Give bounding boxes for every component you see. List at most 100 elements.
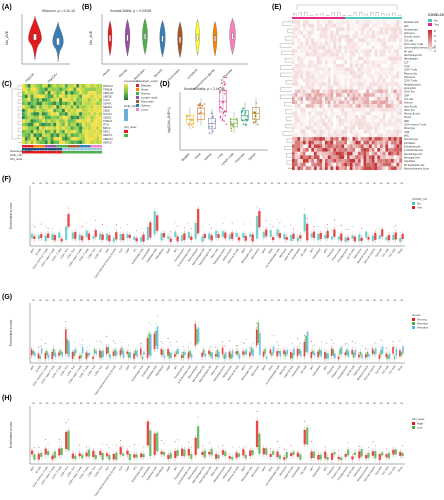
c-cell <box>90 119 94 123</box>
c-cell <box>27 136 31 141</box>
strip-box <box>221 450 225 455</box>
strip-box <box>133 353 135 359</box>
panel-b-test: Kruskal-Wallis, p = 0.00038 <box>110 9 151 13</box>
e-cell <box>352 71 356 75</box>
e-cell <box>385 23 389 28</box>
strip-sig-20: ns <box>169 299 172 302</box>
strip-box <box>290 352 292 359</box>
e-cell <box>311 118 315 123</box>
c-cell <box>44 87 48 92</box>
strip-sig-38: ns <box>291 299 294 302</box>
c-cell <box>27 98 31 102</box>
c-cell <box>90 122 94 127</box>
e-top-branch <box>315 14 319 16</box>
strip-sig-5: ns <box>66 182 69 185</box>
strip-box <box>60 238 63 242</box>
e-cell <box>327 137 331 141</box>
panel-e-legend-no: No <box>434 19 438 23</box>
c-cell <box>70 119 74 123</box>
e-cell <box>333 38 337 43</box>
e-cell <box>363 30 367 35</box>
e-cell <box>382 148 386 152</box>
strip-outlier <box>41 338 43 340</box>
c-annot-ave-cell <box>47 148 51 151</box>
e-cell <box>344 93 348 97</box>
panel-c-expression-scale <box>124 84 128 100</box>
strip-box <box>100 351 103 358</box>
c-cell <box>62 140 65 145</box>
e-cell <box>358 85 361 90</box>
e-cell <box>336 38 339 43</box>
strip-cell-type-1: B cells <box>34 364 42 373</box>
c-gene-15: UBE2L6 <box>103 137 113 141</box>
e-cell <box>344 60 348 64</box>
e-cell <box>366 41 370 46</box>
e-cell <box>399 34 403 39</box>
strip-cell-type-27: Mast cells <box>209 465 219 477</box>
e-cell <box>347 30 350 35</box>
e-cell <box>319 78 323 83</box>
e-cell <box>300 49 304 53</box>
e-cell <box>333 162 337 167</box>
e-cell <box>333 137 337 141</box>
c-annot-ave-cell <box>67 148 71 151</box>
e-cell <box>363 38 367 43</box>
strip-box <box>365 354 367 358</box>
e-cell <box>366 126 370 130</box>
strip-box <box>333 229 336 237</box>
c-cell <box>56 129 60 134</box>
c-legend-swatch-2 <box>136 92 139 95</box>
c-cell <box>39 87 43 92</box>
strip-box <box>183 449 186 457</box>
c-annot-histology-cell <box>64 145 68 148</box>
e-cell <box>303 41 306 46</box>
e-cell <box>369 82 372 86</box>
c-cell <box>33 122 37 127</box>
e-cell <box>297 104 301 108</box>
strip-outlier <box>188 441 190 443</box>
e-cell <box>344 111 348 116</box>
e-cell <box>336 63 339 68</box>
e-cell <box>314 71 317 75</box>
e-cell <box>380 96 383 101</box>
e-cell <box>308 89 312 94</box>
c-cell <box>30 122 34 127</box>
strip-sig-46: ns <box>346 402 349 405</box>
e-cell <box>388 56 392 61</box>
e-cell <box>330 115 334 119</box>
e-cell <box>330 60 334 64</box>
e-cell <box>393 162 397 167</box>
panel-g-legend-1: Alveolar <box>417 322 428 326</box>
c-cell <box>47 122 51 127</box>
strip-cell-type-43: pDC <box>322 465 328 472</box>
e-cell <box>355 71 359 75</box>
e-cell <box>355 162 359 167</box>
c-gene-6: NEDD4 <box>103 105 112 109</box>
strip-sig-44: ns <box>332 182 335 185</box>
panel-c-legend-expression: expression <box>124 79 139 83</box>
e-cell <box>396 49 400 53</box>
strip-box <box>298 348 300 354</box>
e-cell <box>380 67 383 72</box>
e-cell <box>344 144 348 149</box>
c-annot-histology-cell <box>67 145 71 148</box>
strip-outlier <box>277 440 278 442</box>
c-cell <box>62 126 65 130</box>
e-cell <box>300 166 304 171</box>
strip-sig-21: ns <box>175 182 178 185</box>
e-cell <box>303 166 306 171</box>
c-annot-histology-cell <box>79 145 83 148</box>
e-cell <box>333 78 337 83</box>
strip-outlier <box>392 340 394 342</box>
c-cell <box>22 87 25 92</box>
e-cell <box>358 45 361 50</box>
e-cell <box>338 78 342 83</box>
strip-sig-9: ns <box>94 182 97 185</box>
d-point <box>246 116 249 118</box>
c-cell <box>87 84 91 88</box>
strip-outlier <box>177 226 179 227</box>
c-annot-ave-cell <box>87 148 91 151</box>
violin-box-2 <box>144 33 146 40</box>
e-cell <box>366 129 370 134</box>
d-point <box>244 112 246 115</box>
